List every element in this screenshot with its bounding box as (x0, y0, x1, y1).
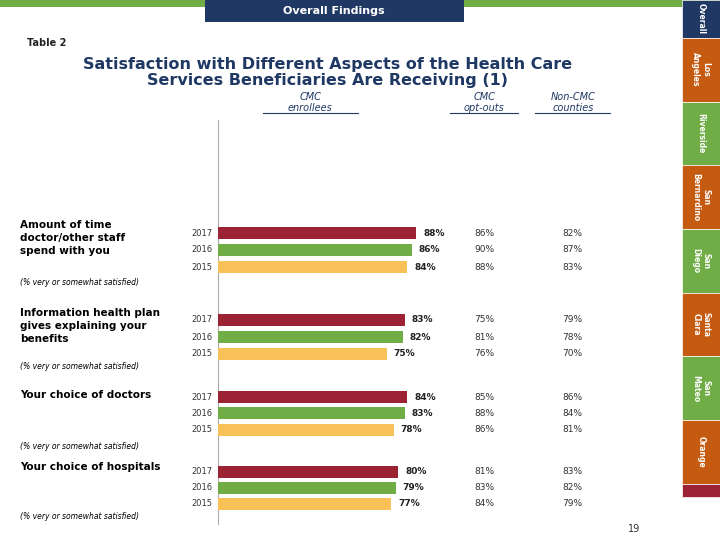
Bar (218, 227, 416, 239)
Bar (218, 482, 396, 494)
Text: 88%: 88% (474, 408, 494, 417)
Text: 84%: 84% (474, 500, 494, 509)
Text: Your choice of doctors: Your choice of doctors (20, 390, 152, 400)
Text: 75%: 75% (394, 349, 415, 359)
Text: 2016: 2016 (192, 246, 212, 254)
Bar (218, 498, 392, 510)
Text: 77%: 77% (398, 500, 420, 509)
Text: 84%: 84% (414, 262, 436, 272)
Bar (682, 229, 720, 293)
Text: 85%: 85% (474, 393, 494, 402)
Text: Orange: Orange (696, 436, 706, 468)
Text: 90%: 90% (474, 246, 494, 254)
Bar (0, 0, 720, 7)
Text: 2017: 2017 (192, 315, 212, 325)
Text: (% very or somewhat satisfied): (% very or somewhat satisfied) (20, 512, 140, 521)
Bar (218, 391, 408, 403)
Bar (682, 293, 720, 356)
Text: Los
Angeles: Los Angeles (691, 52, 711, 87)
Text: 81%: 81% (563, 426, 582, 435)
Text: 78%: 78% (400, 426, 422, 435)
Bar (682, 165, 720, 229)
Text: 78%: 78% (563, 333, 582, 341)
Bar (218, 314, 405, 326)
Text: 2017: 2017 (192, 228, 212, 238)
Text: 2016: 2016 (192, 333, 212, 341)
Bar (218, 348, 387, 360)
Text: (% very or somewhat satisfied): (% very or somewhat satisfied) (20, 278, 140, 287)
Text: 79%: 79% (563, 500, 582, 509)
Text: 2015: 2015 (192, 262, 212, 272)
Bar (218, 244, 412, 256)
Text: San
Bernardino: San Bernardino (691, 173, 711, 221)
Text: Amount of time
doctor/other staff
spend with you: Amount of time doctor/other staff spend … (20, 220, 125, 256)
Bar (682, 420, 720, 484)
Text: 2016: 2016 (192, 483, 212, 492)
Text: 84%: 84% (563, 408, 582, 417)
Text: 83%: 83% (563, 468, 582, 476)
Text: 82%: 82% (410, 333, 431, 341)
Text: 75%: 75% (474, 315, 494, 325)
Text: 82%: 82% (563, 228, 582, 238)
Text: (% very or somewhat satisfied): (% very or somewhat satisfied) (20, 442, 140, 451)
Text: 2017: 2017 (192, 468, 212, 476)
Text: 84%: 84% (414, 393, 436, 402)
Bar (682, 38, 720, 102)
Text: Services Beneficiaries Are Receiving (1): Services Beneficiaries Are Receiving (1) (147, 73, 508, 89)
Text: 83%: 83% (412, 315, 433, 325)
Text: 79%: 79% (402, 483, 425, 492)
Bar (218, 261, 408, 273)
Text: 86%: 86% (563, 393, 582, 402)
Text: Overall: Overall (696, 3, 706, 35)
Text: Overall Findings: Overall Findings (283, 6, 385, 16)
Text: Riverside: Riverside (696, 113, 706, 153)
Bar (218, 424, 394, 436)
Text: 2015: 2015 (192, 426, 212, 435)
Bar (218, 331, 402, 343)
Text: Table 2: Table 2 (27, 38, 67, 48)
Text: Satisfaction with Different Aspects of the Health Care: Satisfaction with Different Aspects of t… (83, 57, 572, 72)
Text: 86%: 86% (474, 228, 494, 238)
Text: Your choice of hospitals: Your choice of hospitals (20, 462, 161, 472)
Text: 88%: 88% (423, 228, 444, 238)
Text: 19: 19 (628, 524, 640, 534)
Text: 83%: 83% (412, 408, 433, 417)
Text: San
Diego: San Diego (691, 248, 711, 273)
Text: 87%: 87% (563, 246, 582, 254)
Bar (204, 0, 464, 22)
Bar (682, 484, 720, 497)
Text: (% very or somewhat satisfied): (% very or somewhat satisfied) (20, 362, 140, 371)
Text: 81%: 81% (474, 333, 494, 341)
Text: CMC
opt-outs: CMC opt-outs (464, 92, 505, 113)
Text: 2015: 2015 (192, 349, 212, 359)
Bar (682, 356, 720, 420)
Text: 86%: 86% (474, 426, 494, 435)
Text: CMC
enrollees: CMC enrollees (288, 92, 333, 113)
Text: 81%: 81% (474, 468, 494, 476)
Text: 2016: 2016 (192, 408, 212, 417)
Text: Information health plan
gives explaining your
benefits: Information health plan gives explaining… (20, 308, 161, 345)
Text: San
Mateo: San Mateo (691, 375, 711, 402)
Text: 80%: 80% (405, 468, 426, 476)
Bar (218, 466, 398, 478)
Bar (218, 407, 405, 419)
Text: 2015: 2015 (192, 500, 212, 509)
Text: 88%: 88% (474, 262, 494, 272)
Bar (682, 0, 720, 38)
Text: 83%: 83% (563, 262, 582, 272)
Text: 79%: 79% (563, 315, 582, 325)
Bar (682, 102, 720, 165)
Text: 86%: 86% (418, 246, 440, 254)
Text: 83%: 83% (474, 483, 494, 492)
Text: Santa
Clara: Santa Clara (691, 312, 711, 337)
Text: 70%: 70% (563, 349, 582, 359)
Text: 82%: 82% (563, 483, 582, 492)
Text: 2017: 2017 (192, 393, 212, 402)
Text: 76%: 76% (474, 349, 494, 359)
Text: Non-CMC
counties: Non-CMC counties (550, 92, 595, 113)
